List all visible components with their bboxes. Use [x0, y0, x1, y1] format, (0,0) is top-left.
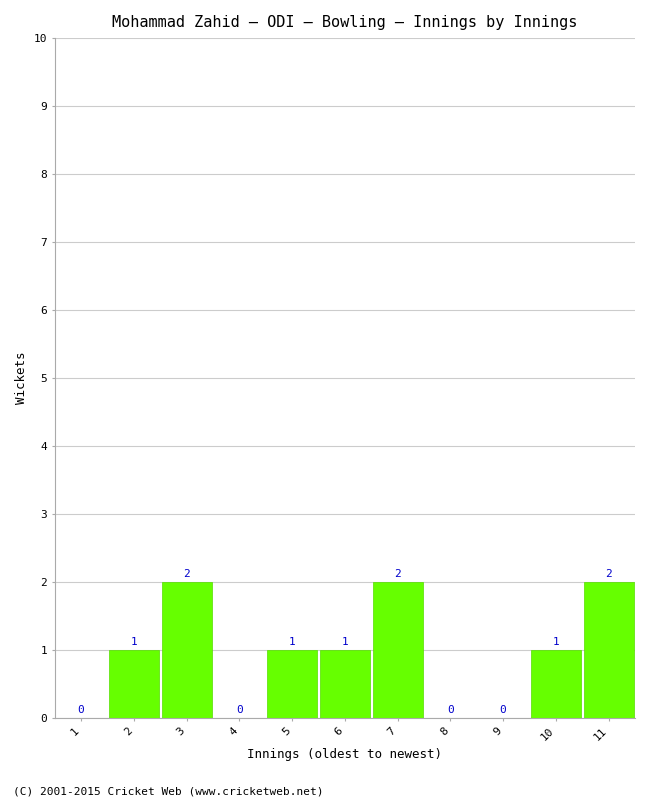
Text: 0: 0: [78, 705, 84, 714]
Text: 2: 2: [395, 569, 401, 578]
Text: (C) 2001-2015 Cricket Web (www.cricketweb.net): (C) 2001-2015 Cricket Web (www.cricketwe…: [13, 786, 324, 796]
Text: 1: 1: [552, 637, 559, 646]
Text: 1: 1: [341, 637, 348, 646]
X-axis label: Innings (oldest to newest): Innings (oldest to newest): [248, 748, 443, 761]
Text: 1: 1: [131, 637, 137, 646]
Bar: [267, 650, 317, 718]
Text: 0: 0: [500, 705, 506, 714]
Bar: [584, 582, 634, 718]
Bar: [320, 650, 370, 718]
Title: Mohammad Zahid – ODI – Bowling – Innings by Innings: Mohammad Zahid – ODI – Bowling – Innings…: [112, 15, 578, 30]
Text: 2: 2: [605, 569, 612, 578]
Bar: [161, 582, 212, 718]
Y-axis label: Wickets: Wickets: [15, 352, 28, 404]
Bar: [531, 650, 581, 718]
Bar: [372, 582, 423, 718]
Text: 2: 2: [183, 569, 190, 578]
Text: 1: 1: [289, 637, 296, 646]
Bar: [109, 650, 159, 718]
Text: 0: 0: [236, 705, 242, 714]
Text: 0: 0: [447, 705, 454, 714]
